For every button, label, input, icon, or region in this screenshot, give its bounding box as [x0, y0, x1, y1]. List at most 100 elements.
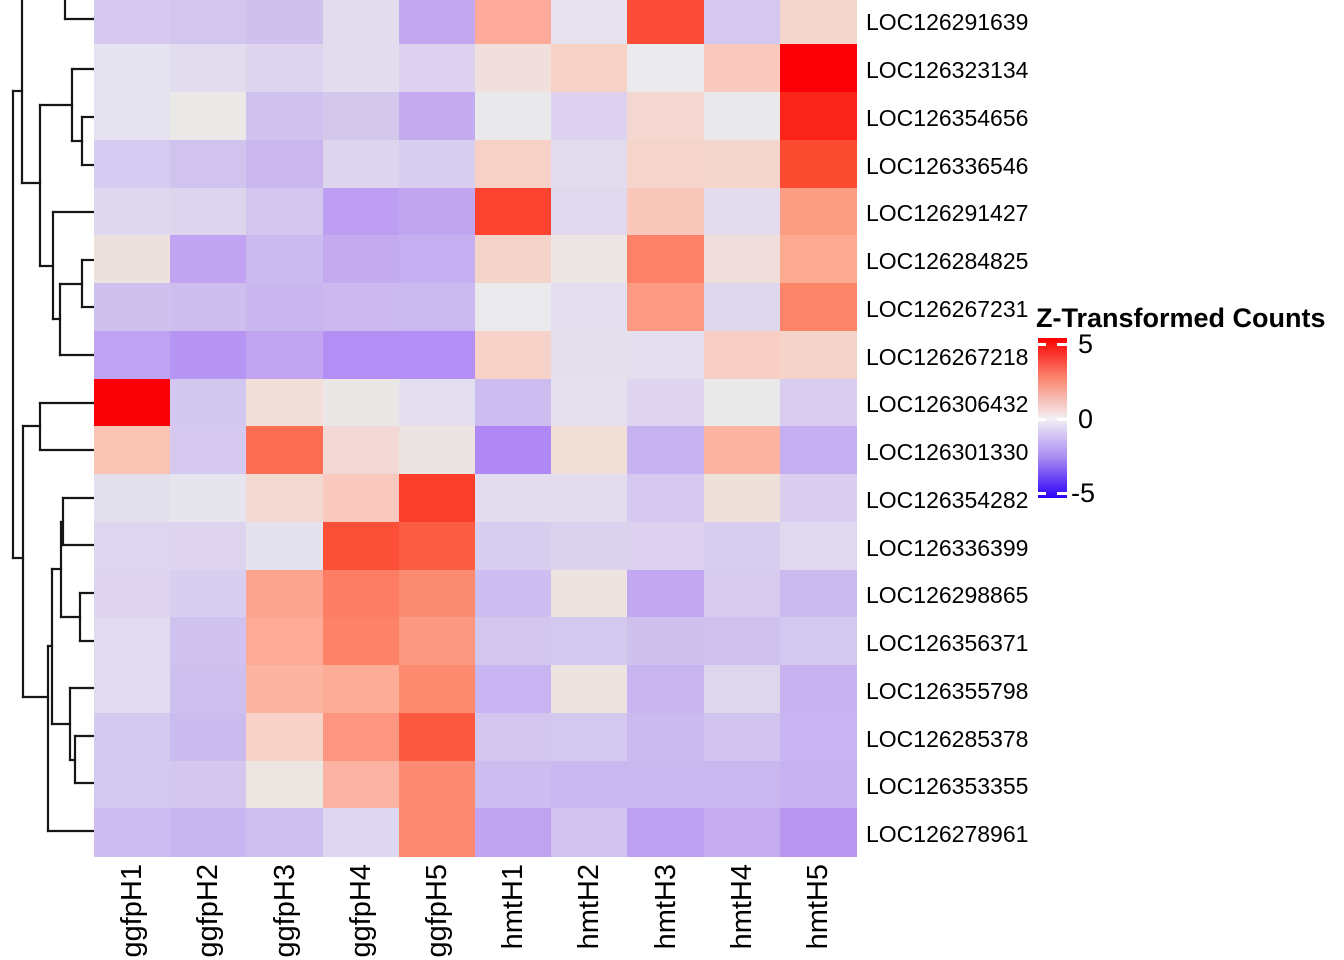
heatmap-cell	[703, 330, 781, 380]
heatmap-cell	[398, 712, 476, 762]
heatmap-cell	[170, 665, 248, 714]
heatmap-cell	[94, 569, 171, 618]
heatmap-cell	[246, 665, 324, 714]
heatmap-cell	[170, 521, 248, 571]
heatmap-cell	[94, 474, 171, 523]
column-label: hmtH3	[649, 864, 682, 950]
row-label: LOC126353355	[866, 773, 1029, 800]
row-label: LOC126298865	[866, 582, 1029, 609]
heatmap-cell	[170, 712, 248, 762]
heatmap-cell	[551, 139, 629, 189]
heatmap-cell	[398, 617, 476, 666]
heatmap-cell	[779, 235, 857, 284]
heatmap-cell	[398, 283, 476, 332]
column-label: hmtH2	[573, 864, 606, 950]
heatmap-cell	[322, 760, 400, 809]
heatmap-cell	[94, 808, 171, 857]
row-label: LOC126285378	[866, 725, 1029, 752]
column-label: ggfpH5	[420, 864, 453, 958]
heatmap-cell	[398, 330, 476, 380]
heatmap-cell	[779, 378, 857, 427]
heatmap-cell	[398, 760, 476, 809]
heatmap-cell	[475, 330, 552, 380]
heatmap-cell	[551, 44, 629, 93]
heatmap-cell	[322, 617, 400, 666]
heatmap-cell	[170, 330, 248, 380]
heatmap-cell	[551, 330, 629, 380]
heatmap-cell	[94, 0, 171, 45]
heatmap-cell	[170, 569, 248, 618]
heatmap-cell	[398, 92, 476, 141]
heatmap-cell	[475, 426, 552, 475]
heatmap-cell	[779, 760, 857, 809]
heatmap-cell	[703, 808, 781, 857]
heatmap-cell	[322, 521, 400, 571]
heatmap-cell	[170, 426, 248, 475]
heatmap-cell	[703, 0, 781, 45]
heatmap-cell	[551, 569, 629, 618]
row-label: LOC126356371	[866, 630, 1029, 657]
row-label: LOC126291427	[866, 200, 1029, 227]
heatmap-cell	[170, 808, 248, 857]
heatmap-cell	[94, 139, 171, 189]
heatmap-cell	[246, 44, 324, 93]
heatmap-cell	[551, 808, 629, 857]
heatmap-cell	[170, 617, 248, 666]
heatmap-cell	[551, 235, 629, 284]
heatmap-cell	[246, 617, 324, 666]
heatmap-cell	[170, 187, 248, 236]
heatmap-cell	[627, 330, 705, 380]
heatmap-cell	[475, 92, 552, 141]
heatmap-cell	[627, 665, 705, 714]
column-label: ggfpH3	[268, 864, 301, 958]
heatmap-cell	[322, 712, 400, 762]
heatmap-cell	[779, 139, 857, 189]
heatmap-cell	[475, 760, 552, 809]
heatmap-cell	[398, 139, 476, 189]
legend-tick-dash	[1038, 342, 1046, 346]
heatmap-cell	[170, 235, 248, 284]
heatmap-cell	[170, 44, 248, 93]
heatmap-cell	[398, 808, 476, 857]
row-label: LOC126301330	[866, 439, 1029, 466]
row-label: LOC126267218	[866, 343, 1029, 370]
heatmap-cell	[322, 139, 400, 189]
heatmap-cell	[703, 139, 781, 189]
column-label: ggfpH1	[116, 864, 149, 958]
heatmap-cell	[703, 235, 781, 284]
heatmap-cell	[398, 569, 476, 618]
heatmap-cell	[94, 283, 171, 332]
column-label: ggfpH2	[192, 864, 225, 958]
heatmap-cell	[246, 474, 324, 523]
row-label: LOC126291639	[866, 9, 1029, 36]
heatmap-cell	[551, 0, 629, 45]
heatmap-cell	[779, 808, 857, 857]
heatmap-cell	[246, 426, 324, 475]
heatmap-cell	[779, 0, 857, 45]
heatmap-cell	[627, 378, 705, 427]
heatmap-cell	[779, 521, 857, 571]
heatmap-cell	[627, 569, 705, 618]
heatmap-cell	[246, 712, 324, 762]
heatmap-cell	[398, 474, 476, 523]
heatmap-cell	[170, 378, 248, 427]
heatmap-cell	[475, 617, 552, 666]
heatmap-cell	[703, 187, 781, 236]
legend-tick-dash	[1038, 491, 1046, 495]
legend-tick-dash	[1057, 491, 1068, 495]
heatmap-cell	[475, 808, 552, 857]
heatmap-cell	[246, 569, 324, 618]
row-label: LOC126336399	[866, 534, 1029, 561]
heatmap-cell	[703, 426, 781, 475]
heatmap-cell	[398, 426, 476, 475]
heatmap-cell	[627, 617, 705, 666]
heatmap-cell	[551, 521, 629, 571]
heatmap-cell	[779, 44, 857, 93]
heatmap-cell	[322, 283, 400, 332]
heatmap-cell	[627, 44, 705, 93]
heatmap-cell	[627, 474, 705, 523]
heatmap-cell	[779, 283, 857, 332]
heatmap-cell	[246, 92, 324, 141]
heatmap-cell	[475, 139, 552, 189]
